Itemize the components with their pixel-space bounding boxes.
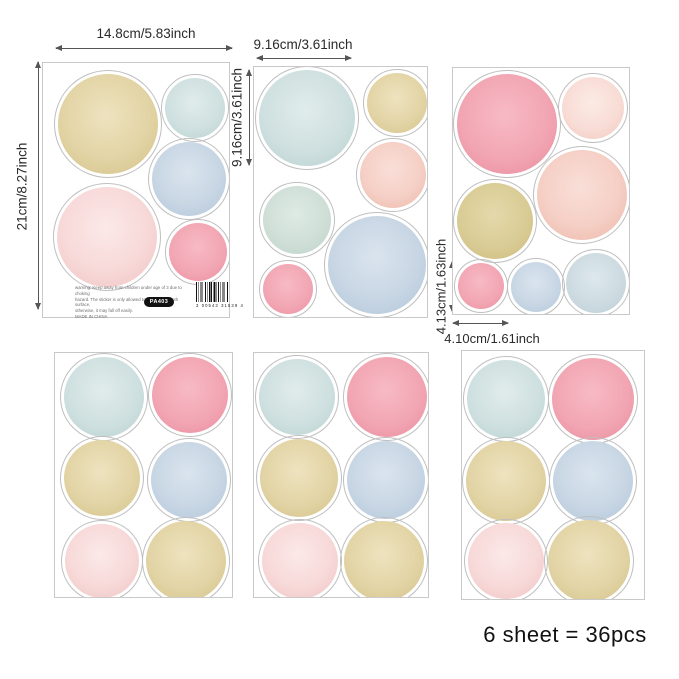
sticker-sheet-sheet-2 bbox=[253, 66, 428, 318]
sticker-dot-pink bbox=[454, 259, 508, 313]
sticker-dot-peach bbox=[356, 138, 427, 212]
sticker-dot-tan bbox=[544, 516, 634, 599]
sticker-dot-lightblue bbox=[255, 67, 359, 170]
sticker-dot-pink bbox=[548, 354, 638, 444]
sticker-dot-bluegrey bbox=[343, 437, 428, 523]
sticker-dot-lightblue bbox=[161, 74, 229, 142]
sticker-dot-khaki bbox=[453, 179, 537, 263]
sticker-dot-tan bbox=[256, 435, 342, 521]
sticker-dot-tan bbox=[462, 437, 550, 525]
small-dot-height-label: 4.13cm/1.63inch bbox=[433, 238, 449, 335]
sticker-dot-pink bbox=[453, 70, 561, 178]
barcode-digits: 3 00543 31539 4 bbox=[196, 302, 244, 308]
warning-line: MADE IN CHINA bbox=[75, 313, 108, 319]
warning-line: otherwise, it may fall off easily. bbox=[75, 308, 133, 314]
warning-text: warning: Keep away from children under a… bbox=[75, 285, 183, 320]
sticker-dot-peach bbox=[533, 146, 629, 244]
sticker-dot-bluegrey bbox=[549, 437, 637, 525]
sticker-dot-pink bbox=[165, 219, 229, 285]
sticker-dot-tan bbox=[363, 69, 427, 137]
sheet-height-arrow bbox=[35, 61, 41, 310]
sticker-dot-blush bbox=[61, 520, 143, 597]
sticker-sheet-sheet-4 bbox=[54, 352, 233, 598]
warning-line: warning: Keep away from children under a… bbox=[75, 285, 182, 296]
sticker-dot-pink bbox=[259, 260, 317, 317]
large-dot-width-label: 9.16cm/3.61inch bbox=[253, 37, 353, 52]
sticker-dot-paleblue bbox=[562, 249, 629, 314]
sticker-dot-tan bbox=[54, 70, 162, 178]
sticker-dot-pink bbox=[148, 353, 232, 437]
sticker-dot-bluegrey bbox=[324, 212, 427, 317]
sticker-dot-sage bbox=[259, 182, 335, 258]
sticker-dot-lightblue bbox=[60, 353, 148, 441]
small-dot-width-label: 4.10cm/1.61inch bbox=[444, 331, 540, 346]
sticker-dot-lightblue bbox=[463, 356, 549, 442]
sticker-dot-tan bbox=[142, 517, 230, 597]
large-dot-height-arrow bbox=[246, 69, 252, 166]
sticker-sheet-sheet-6 bbox=[461, 350, 645, 600]
sheet-count-summary: 6 sheet = 36pcs bbox=[483, 622, 647, 647]
sticker-dot-bluegrey bbox=[147, 438, 231, 522]
large-dot-height-label: 9.16cm/3.61inch bbox=[229, 67, 245, 168]
sticker-dot-blush bbox=[464, 519, 548, 599]
sheet-width-label: 14.8cm/5.83inch bbox=[96, 26, 196, 41]
barcode: 3 00543 31539 4 bbox=[196, 282, 244, 310]
small-dot-width-arrow bbox=[452, 320, 509, 326]
sticker-dot-lightblue bbox=[255, 355, 339, 439]
sticker-dot-lightpink bbox=[558, 73, 628, 143]
sticker-dot-tan bbox=[340, 517, 428, 597]
sticker-sheet-sheet-1 bbox=[42, 62, 230, 318]
sticker-dot-blush bbox=[53, 183, 161, 291]
sticker-sheet-sheet-5 bbox=[253, 352, 429, 598]
sheet-height-label: 21cm/8.27inch bbox=[14, 142, 30, 231]
warning-line: hazard. The sticker is only allowed to a… bbox=[75, 296, 179, 308]
sheet-width-arrow bbox=[55, 45, 233, 51]
barcode-bars bbox=[196, 282, 229, 302]
sku-badge: PA403 bbox=[144, 297, 174, 307]
large-dot-width-arrow bbox=[256, 55, 352, 61]
sticker-dot-bluegrey bbox=[148, 138, 229, 220]
sticker-dot-tan bbox=[60, 436, 144, 520]
sticker-dot-pink bbox=[343, 353, 428, 441]
sticker-dot-bluegrey bbox=[507, 258, 565, 314]
sticker-sheet-sheet-3 bbox=[452, 67, 630, 315]
sticker-dot-blush bbox=[258, 519, 342, 597]
